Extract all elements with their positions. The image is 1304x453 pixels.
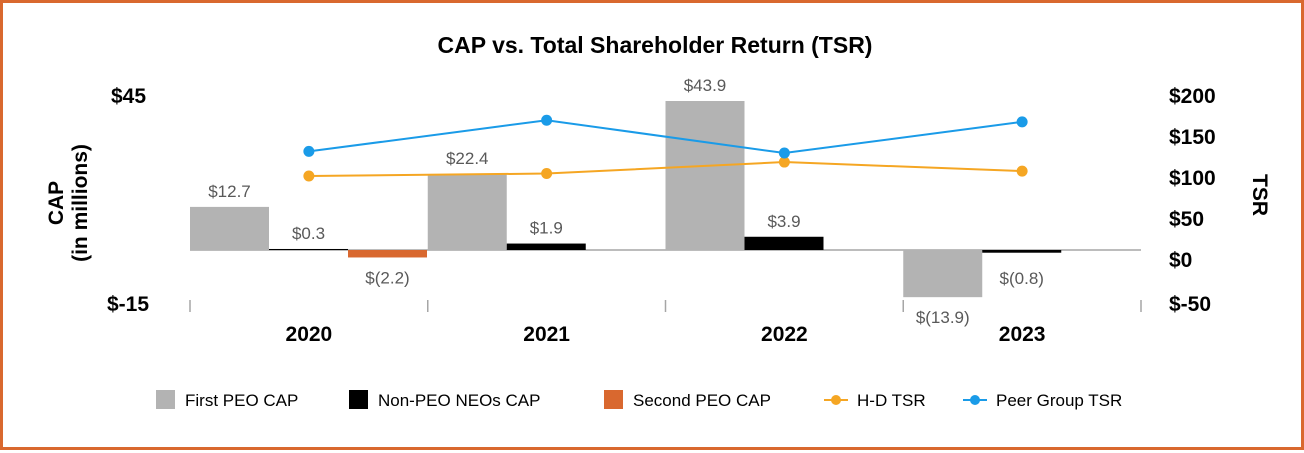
right-tick-50: $50 xyxy=(1169,208,1204,231)
bar-first-peo-cap-2020 xyxy=(190,206,269,250)
data-label: $3.9 xyxy=(767,212,800,231)
left-tick-45: $45 xyxy=(111,85,146,108)
category-label-2021: 2021 xyxy=(523,323,570,346)
data-label: $0.3 xyxy=(292,224,325,243)
point-peer-group-tsr-2022 xyxy=(778,147,790,159)
legend-label-peer-group-tsr: Peer Group TSR xyxy=(996,391,1122,410)
line-peer-group-tsr xyxy=(308,119,1023,155)
bar-first-peo-cap-2023 xyxy=(903,250,983,298)
bar-first-peo-cap-2021 xyxy=(427,173,507,250)
category-label-2022: 2022 xyxy=(761,323,808,346)
point-peer-group-tsr-2023 xyxy=(1016,116,1028,128)
right-tick-100: $100 xyxy=(1169,167,1216,190)
point-peer-group-tsr-2021 xyxy=(541,114,553,126)
bar-second-peo-cap-2020 xyxy=(348,250,427,258)
legend-marker-h-d-tsr xyxy=(831,395,841,405)
legend-label-non-peo-neos-cap: Non-PEO NEOs CAP xyxy=(378,391,541,410)
data-label: $12.7 xyxy=(208,182,251,201)
category-label-2023: 2023 xyxy=(999,323,1046,346)
data-label: $(13.9) xyxy=(916,308,970,327)
data-label: $(2.2) xyxy=(365,268,409,287)
left-axis-title-line2: (in millions) xyxy=(69,144,92,262)
legend: First PEO CAP Non-PEO NEOs CAP Second PEO … xyxy=(156,390,1122,410)
data-label: $1.9 xyxy=(530,219,563,238)
chart-title: CAP vs. Total Shareholder Return (TSR) xyxy=(438,32,873,58)
point-h-d-tsr-2023 xyxy=(1016,165,1028,177)
point-h-d-tsr-2021 xyxy=(541,168,553,180)
legend-label-first-peo-cap: First PEO CAP xyxy=(185,391,298,410)
point-h-d-tsr-2020 xyxy=(303,170,315,182)
legend-swatch-non-peo-neos-cap xyxy=(349,390,368,409)
legend-label-second-peo-cap: Second PEO CAP xyxy=(633,391,771,410)
left-axis: $45 $-15 CAP (in millions) xyxy=(45,85,149,316)
legend-swatch-first-peo-cap xyxy=(156,390,175,409)
left-tick-neg15: $-15 xyxy=(107,293,149,316)
category-label-2020: 2020 xyxy=(286,323,333,346)
cap-vs-tsr-chart: CAP vs. Total Shareholder Return (TSR) $… xyxy=(45,32,1271,410)
right-tick-150: $150 xyxy=(1169,126,1216,149)
legend-swatch-second-peo-cap xyxy=(604,390,623,409)
bar-first-peo-cap-2022 xyxy=(665,101,745,250)
right-axis-title: TSR xyxy=(1248,174,1271,216)
bar-non-peo-neos-cap-2020 xyxy=(269,248,348,250)
line-h-d-tsr xyxy=(308,161,1023,177)
right-axis: $200 $150 $100 $50 $0 $-50 TSR xyxy=(1169,85,1271,316)
point-h-d-tsr-2022 xyxy=(778,156,790,168)
bar-non-peo-neos-cap-2021 xyxy=(506,243,586,250)
point-peer-group-tsr-2020 xyxy=(303,145,315,157)
right-tick-neg50: $-50 xyxy=(1169,293,1211,316)
right-tick-200: $200 xyxy=(1169,85,1216,108)
data-label: $(0.8) xyxy=(1000,269,1044,288)
bar-non-peo-neos-cap-2023 xyxy=(982,250,1062,253)
data-label: $22.4 xyxy=(446,149,489,168)
left-axis-title-line1: CAP xyxy=(45,181,68,225)
right-tick-0: $0 xyxy=(1169,249,1192,272)
plot-area: $12.7 $22.4 $43.9 $(13.9) $0.3 $1.9 $3.9 $(0.8)… xyxy=(189,76,1142,346)
bar-non-peo-neos-cap-2022 xyxy=(744,236,824,250)
legend-marker-peer-group-tsr xyxy=(970,395,980,405)
legend-label-h-d-tsr: H-D TSR xyxy=(857,391,926,410)
data-label: $43.9 xyxy=(684,76,727,95)
